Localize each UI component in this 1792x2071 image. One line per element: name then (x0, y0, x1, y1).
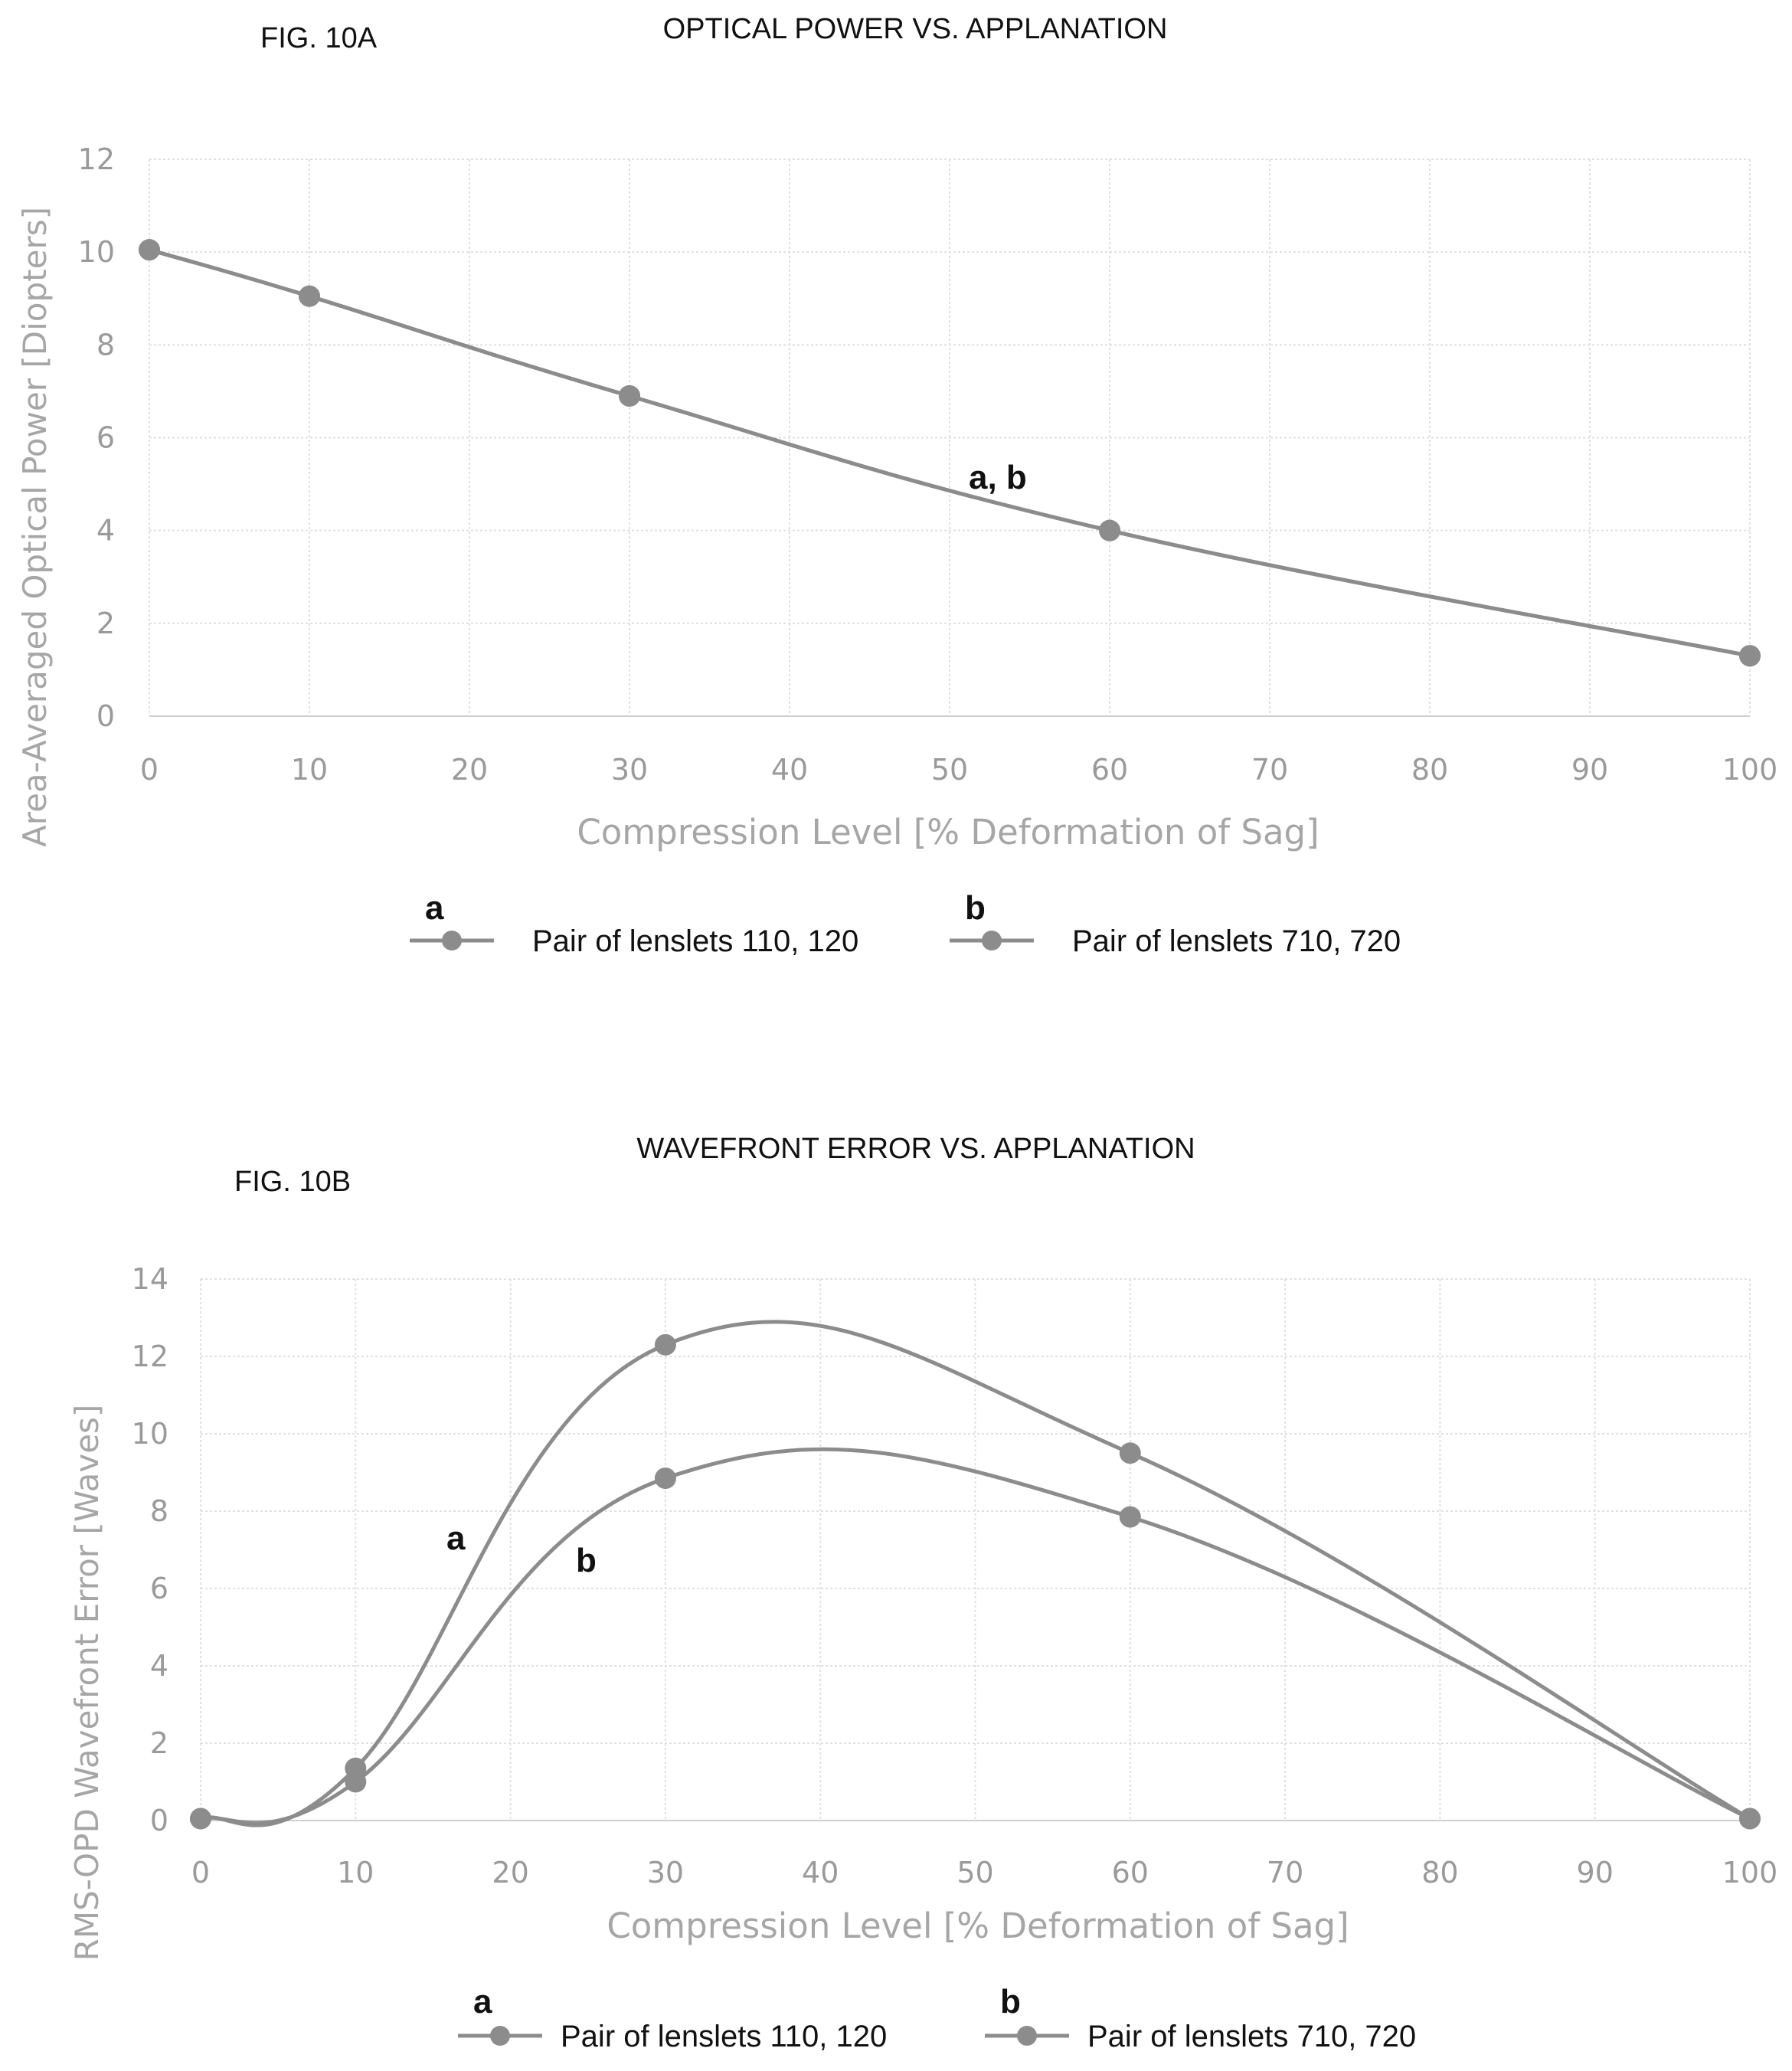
data-point-b (619, 384, 640, 407)
y-tick-label: 2 (96, 607, 115, 640)
x-axis-label: Compression Level [% Deformation of Sag] (607, 1906, 1349, 1946)
x-tick-label: 0 (191, 1856, 210, 1889)
x-tick-label: 100 (1722, 1856, 1778, 1889)
fig-label: FIG. 10B (234, 1166, 351, 1198)
legend-marker (1017, 2026, 1037, 2046)
x-tick-label: 50 (956, 1856, 993, 1889)
y-tick-label: 0 (96, 699, 115, 733)
legend-letter: b (1000, 1983, 1021, 2020)
x-tick-label: 0 (140, 753, 159, 787)
legend-item-a: a Pair of lenslets 110, 120 (458, 1983, 887, 2053)
x-tick-label: 80 (1421, 1856, 1458, 1889)
data-point-b (139, 239, 160, 261)
legend-marker (982, 931, 1002, 950)
y-tick-label: 8 (96, 328, 115, 362)
x-tick-label: 60 (1112, 1856, 1149, 1889)
y-tick-label: 2 (150, 1726, 168, 1760)
x-tick-label: 10 (337, 1856, 374, 1889)
legend-letter: a (473, 1983, 492, 2020)
data-point-b (654, 1467, 676, 1490)
chart-wavefront-error: FIG. 10B WAVEFRONT ERROR VS. APPLANATION… (68, 1133, 1777, 2053)
series-group (190, 1320, 1761, 1830)
legend-label: Pair of lenslets 110, 120 (532, 924, 858, 958)
data-point-b (1739, 1808, 1761, 1830)
series-line-b (149, 247, 1751, 658)
data-point-b (190, 1808, 211, 1830)
legend-item-b: b Pair of lenslets 710, 720 (985, 1983, 1416, 2053)
x-tick-label: 20 (451, 753, 488, 787)
data-point-b (1099, 519, 1120, 541)
x-axis-label: Compression Level [% Deformation of Sag] (577, 812, 1319, 852)
y-tick-label: 8 (150, 1494, 168, 1528)
axes: 0 10 20 30 40 50 60 70 80 90 100 0 2 4 6 8 10 12 14 (132, 1262, 1778, 1889)
data-point-b (345, 1771, 367, 1793)
chart-optical-power: FIG. 10A OPTICAL POWER VS. APPLANATION 0… (16, 13, 1777, 958)
y-tick-label: 0 (150, 1804, 168, 1837)
y-tick-label: 12 (132, 1340, 168, 1373)
legend-label: Pair of lenslets 710, 720 (1087, 2020, 1416, 2053)
y-tick-label: 14 (132, 1262, 168, 1296)
x-tick-label: 30 (611, 753, 648, 787)
y-axis-label: RMS-OPD Wavefront Error [Waves] (68, 1405, 106, 1961)
legend-item-a: a Pair of lenslets 110, 120 (410, 889, 858, 958)
x-tick-label: 50 (931, 753, 968, 787)
data-point-a (654, 1333, 676, 1356)
chart-title: OPTICAL POWER VS. APPLANATION (663, 13, 1168, 45)
y-tick-label: 6 (150, 1572, 168, 1605)
y-tick-label: 12 (78, 142, 115, 176)
x-tick-label: 40 (802, 1856, 839, 1889)
legend-marker (490, 2026, 510, 2046)
x-tick-label: 30 (647, 1856, 684, 1889)
x-tick-label: 20 (492, 1856, 528, 1889)
fig-label: FIG. 10A (260, 22, 378, 54)
legend-label: Pair of lenslets 110, 120 (561, 2020, 887, 2053)
legend-letter: b (965, 889, 986, 927)
legend: a Pair of lenslets 110, 120 b Pair of lensl… (410, 889, 1401, 958)
legend-marker (442, 931, 462, 950)
y-axis-label: Area-Averaged Optical Power [Diopters] (16, 207, 54, 847)
data-point-b (299, 285, 320, 307)
chart-title: WAVEFRONT ERROR VS. APPLANATION (636, 1133, 1195, 1165)
legend-letter: a (425, 889, 444, 927)
series-line-a (149, 247, 1751, 658)
y-tick-label: 10 (78, 235, 115, 269)
axes: 0 10 20 30 40 50 60 70 80 90 100 0 2 4 6 8 10 12 (78, 142, 1778, 787)
y-tick-label: 10 (132, 1417, 168, 1451)
series-a-curve-label: a (446, 1520, 466, 1557)
data-point-b (1119, 1506, 1141, 1528)
x-tick-label: 70 (1267, 1856, 1303, 1889)
y-tick-label: 6 (96, 421, 115, 455)
grid (149, 159, 1751, 717)
series-b-curve-label: b (576, 1542, 597, 1579)
y-tick-label: 4 (96, 514, 115, 548)
x-tick-label: 100 (1722, 753, 1778, 787)
data-point-a (1119, 1442, 1141, 1464)
y-tick-label: 4 (150, 1649, 168, 1683)
x-tick-label: 90 (1577, 1856, 1614, 1889)
x-tick-label: 90 (1571, 753, 1608, 787)
x-tick-label: 10 (291, 753, 328, 787)
legend-label: Pair of lenslets 710, 720 (1072, 924, 1401, 958)
data-point-b (1739, 645, 1761, 667)
series-group (139, 239, 1761, 667)
x-tick-label: 60 (1091, 753, 1128, 787)
grid (200, 1278, 1751, 1821)
x-tick-label: 80 (1411, 753, 1448, 787)
x-tick-label: 40 (771, 753, 808, 787)
x-tick-label: 70 (1251, 753, 1288, 787)
legend: a Pair of lenslets 110, 120 b Pair of lensl… (458, 1983, 1416, 2053)
legend-item-b: b Pair of lenslets 710, 720 (950, 889, 1401, 958)
curve-label-ab: a, b (969, 459, 1027, 496)
